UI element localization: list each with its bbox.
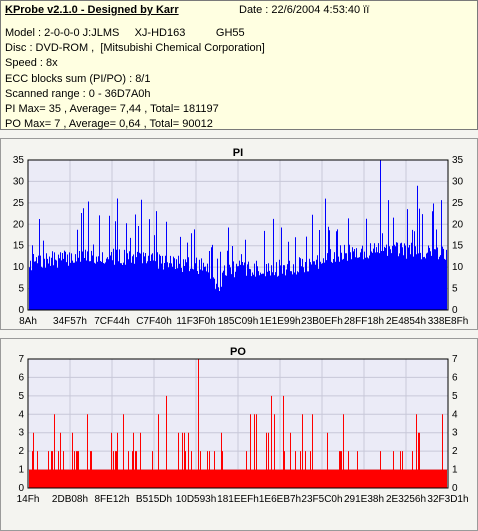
x-tick-label: 8Ah <box>19 316 37 327</box>
scan-date: Date : 22/6/2004 4:53:40 ïï <box>239 4 370 16</box>
plot-frame <box>27 358 449 489</box>
y-tick-label-left: 5 <box>18 391 24 402</box>
y-tick-label-left: 4 <box>18 409 24 420</box>
y-tick-label-right: 0 <box>452 483 458 494</box>
pi-stats: PI Max= 35 , Average= 7,44 , Total= 1811… <box>5 103 219 115</box>
po-stats: PO Max= 7 , Average= 0,64 , Total= 90012 <box>5 118 213 130</box>
y-tick-label-right: 30 <box>452 176 464 187</box>
po-chart-panel: PO 0 0 1 1 2 2 3 3 4 4 5 5 6 6 7 7 14Fh 2DB08h 8FE12h B515Dh… <box>0 338 478 531</box>
y-tick-label-right: 15 <box>452 241 464 252</box>
y-tick-label-right: 2 <box>452 446 458 457</box>
x-tick-label: 8FE12h <box>94 494 129 505</box>
y-tick-label-right: 5 <box>452 391 458 402</box>
x-tick-label: 181EEFh <box>217 494 259 505</box>
x-tick-label: 14Fh <box>17 494 40 505</box>
x-tick-label: 28FF18h <box>344 316 384 327</box>
y-tick-label-right: 6 <box>452 372 458 383</box>
info-panel: KProbe v2.1.0 - Designed by Karr Date : … <box>0 0 478 130</box>
y-tick-label-right: 4 <box>452 409 458 420</box>
series-bars <box>29 160 447 310</box>
y-tick-label-left: 1 <box>18 465 24 476</box>
x-tick-label: 185C09h <box>218 316 259 327</box>
x-tick-label: 23B0EFh <box>301 316 343 327</box>
x-tick-label: B515Dh <box>136 494 172 505</box>
disc-info: Disc : DVD-ROM , [Mitsubishi Chemical Co… <box>5 42 265 54</box>
x-tick-label: 1E6EB7h <box>259 494 301 505</box>
x-tick-label: 7CF44h <box>94 316 130 327</box>
series-bars <box>29 359 447 488</box>
app-title: KProbe v2.1.0 - Designed by Karr <box>5 4 179 16</box>
y-tick-label-right: 7 <box>452 354 458 365</box>
x-tick-label: 2E3256h <box>386 494 426 505</box>
x-tick-label: 291E38h <box>344 494 384 505</box>
scan-speed: Speed : 8x <box>5 57 58 69</box>
y-tick-label-right: 3 <box>452 428 458 439</box>
chart-title: PI <box>233 147 243 159</box>
y-tick-label-left: 3 <box>18 428 24 439</box>
y-tick-label-left: 7 <box>18 354 24 365</box>
scanned-range: Scanned range : 0 - 36D7A0h <box>5 88 151 100</box>
x-tick-label: 10D593h <box>176 494 217 505</box>
pi-chart: PI 0 0 5 5 10 10 15 15 20 20 25 25 30 30 35 35 8Ah 34F57h 7… <box>13 147 469 327</box>
y-tick-label-right: 10 <box>452 262 464 273</box>
x-tick-label: 2E4854h <box>386 316 426 327</box>
plot-frame <box>27 159 449 311</box>
y-tick-label-left: 10 <box>13 262 25 273</box>
x-tick-label: C7F40h <box>136 316 172 327</box>
y-tick-label-right: 1 <box>452 465 458 476</box>
y-tick-label-right: 0 <box>452 305 458 316</box>
y-tick-label-left: 0 <box>18 305 24 316</box>
y-tick-label-left: 20 <box>13 219 25 230</box>
x-tick-label: 338E8Fh <box>428 316 469 327</box>
y-tick-label-left: 30 <box>13 176 25 187</box>
y-tick-label-left: 0 <box>18 483 24 494</box>
series-bars-path <box>29 359 447 488</box>
y-tick-label-left: 2 <box>18 446 24 457</box>
y-tick-label-right: 5 <box>452 284 458 295</box>
x-tick-label: 11F3F0h <box>176 316 215 327</box>
x-tick-label: 1E1E99h <box>259 316 300 327</box>
x-tick-label: 34F57h <box>53 316 87 327</box>
x-tick-label: 23F5C0h <box>301 494 342 505</box>
y-tick-label-left: 35 <box>13 155 25 166</box>
y-tick-label-left: 5 <box>18 284 24 295</box>
pi-chart-panel: PI 0 0 5 5 10 10 15 15 20 20 25 25 30 30 35 35 8Ah 34F57h 7… <box>0 138 478 330</box>
series-bars-path <box>29 160 447 310</box>
y-tick-label-right: 25 <box>452 198 464 209</box>
drive-model: Model : 2-0-0-0 J:JLMS XJ-HD163 GH55 <box>5 27 245 39</box>
ecc-blocks: ECC blocks sum (PI/PO) : 8/1 <box>5 73 151 85</box>
x-tick-label: 2DB08h <box>52 494 88 505</box>
y-tick-label-right: 20 <box>452 219 464 230</box>
y-tick-label-left: 25 <box>13 198 25 209</box>
x-tick-label: 32F3D1h <box>427 494 468 505</box>
chart-title: PO <box>230 346 246 358</box>
y-tick-label-right: 35 <box>452 155 464 166</box>
y-tick-label-left: 15 <box>13 241 25 252</box>
y-tick-label-left: 6 <box>18 372 24 383</box>
po-chart: PO 0 0 1 1 2 2 3 3 4 4 5 5 6 6 7 7 14Fh 2DB08h 8FE12h B515Dh… <box>17 346 469 505</box>
